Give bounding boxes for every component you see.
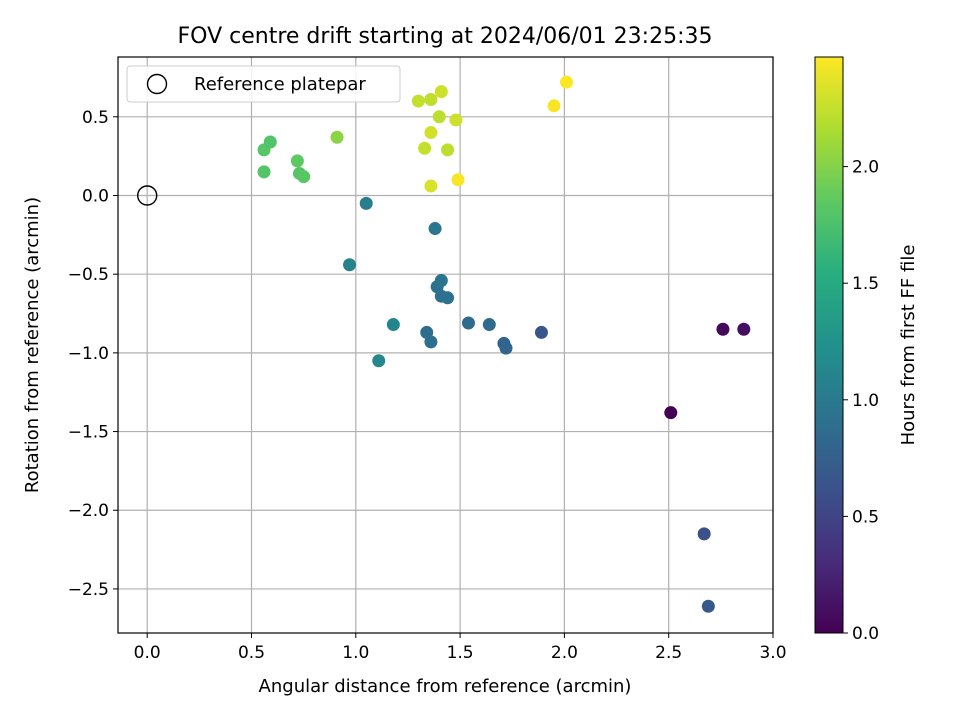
data-point [441, 143, 455, 157]
x-tick-label: 1.5 [447, 643, 474, 663]
data-point [701, 599, 715, 613]
colorbar-tick-label: 1.5 [852, 274, 879, 294]
plot-frame [117, 56, 774, 634]
data-point [343, 258, 357, 272]
colorbar-tick-label: 0.0 [852, 624, 879, 644]
x-tick-label: 3.0 [759, 643, 786, 663]
data-point [424, 335, 438, 349]
data-point [716, 322, 730, 336]
colorbar: 0.0 0.5 1.0 1.5 2.0 Hours from first FF file [814, 56, 919, 644]
data-point [386, 318, 400, 332]
y-tick-label: −1.5 [68, 423, 109, 443]
data-point [461, 316, 475, 330]
data-point [737, 322, 751, 336]
data-point [482, 318, 496, 332]
colorbar-label: Hours from first FF file [898, 245, 919, 446]
data-point [432, 110, 446, 124]
data-point [290, 154, 304, 168]
colorbar-gradient [814, 56, 844, 634]
data-point [424, 92, 438, 106]
data-point [434, 273, 448, 287]
legend: Reference platepar [126, 65, 401, 103]
y-tick-label: −2.5 [68, 580, 109, 600]
reference-marker-layer [137, 185, 158, 206]
data-point [547, 99, 561, 113]
x-tick-label: 1.0 [342, 643, 369, 663]
data-point [441, 291, 455, 305]
x-tick-label: 2.5 [655, 643, 682, 663]
data-point [297, 170, 311, 184]
data-point [451, 173, 465, 187]
data-point [372, 354, 386, 368]
x-tick-label: 0.0 [134, 643, 161, 663]
y-axis-ticks: −2.5 −2.0 −1.5 −1.0 −0.5 0.0 0.5 [68, 108, 118, 600]
data-point [428, 222, 442, 236]
y-tick-label: −0.5 [68, 265, 109, 285]
data-point [664, 406, 678, 420]
data-point [434, 85, 448, 99]
x-axis-ticks: 0.0 0.5 1.0 1.5 2.0 2.5 3.0 [134, 633, 787, 663]
data-point [424, 126, 438, 140]
y-tick-label: 0.0 [82, 186, 109, 206]
legend-box [126, 65, 401, 103]
data-point [499, 341, 513, 355]
data-point [257, 165, 271, 179]
x-tick-label: 0.5 [238, 643, 265, 663]
x-axis-label: Angular distance from reference (arcmin) [259, 676, 632, 697]
y-tick-label: 0.5 [82, 108, 109, 128]
colorbar-tick-label: 2.0 [852, 158, 879, 178]
data-point [411, 94, 425, 108]
legend-marker [146, 73, 168, 95]
y-tick-label: −2.0 [68, 501, 109, 521]
y-axis-label: Rotation from reference (arcmin) [22, 197, 43, 493]
data-point [697, 527, 711, 541]
grid [118, 57, 774, 633]
data-point [359, 196, 373, 210]
chart-title: FOV centre drift starting at 2024/06/01 … [178, 24, 713, 49]
colorbar-tick-label: 0.5 [852, 507, 879, 527]
data-point [418, 141, 432, 155]
colorbar-tick-label: 1.0 [852, 391, 879, 411]
data-point [330, 130, 344, 144]
data-point [424, 179, 438, 193]
data-point [263, 135, 277, 149]
legend-label: Reference platepar [194, 74, 366, 95]
data-points [257, 75, 751, 613]
data-point [534, 325, 548, 339]
data-point [449, 113, 463, 127]
y-tick-label: −1.0 [68, 344, 109, 364]
reference-marker [137, 185, 158, 206]
x-tick-label: 2.0 [551, 643, 578, 663]
colorbar-ticks: 0.0 0.5 1.0 1.5 2.0 [843, 158, 879, 644]
data-point [559, 75, 573, 89]
